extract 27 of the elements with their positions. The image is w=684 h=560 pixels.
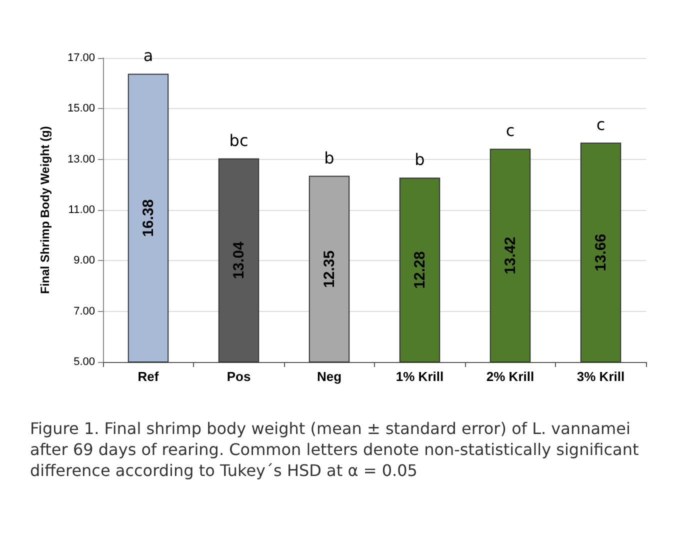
annotation: b	[324, 148, 334, 168]
data-label: 13.42	[502, 236, 519, 274]
annotation: c	[506, 121, 515, 140]
y-tick-label: 7.00	[74, 305, 95, 318]
annotation: bc	[229, 130, 248, 150]
data-label: 16.38	[140, 199, 157, 237]
data-label: 12.28	[411, 251, 428, 289]
y-tick-label: 9.00	[74, 254, 95, 267]
caption: Figure 1. Final shrimp body weight (mean ± standard error) of L. vannamei after 69 days of rearing. Common letters denote non-statistically significant difference according to Tukey´s HSD at α = 0.05	[30, 419, 644, 480]
y-tick-label: 13.00	[67, 153, 95, 166]
annotation: c	[596, 115, 606, 134]
y-tick-label: 17.00	[67, 52, 95, 64]
x-tick-label: Neg	[316, 369, 342, 384]
x-tick-label: 3% Krill	[576, 369, 625, 384]
data-label: 13.66	[592, 234, 610, 272]
x-tick-label: Pos	[226, 369, 251, 384]
y-tick-label: 5.00	[74, 356, 95, 368]
annotation: a	[143, 46, 154, 66]
x-tick-label: Ref	[138, 369, 160, 384]
y-tick-label: 15.00	[67, 102, 95, 115]
y-axis-title: Final Shrimp Body Weight (g)	[38, 126, 52, 294]
data-label: 13.04	[230, 240, 248, 280]
x-tick-label: 1% Krill	[396, 369, 444, 384]
annotation: b	[414, 150, 425, 170]
x-tick-label: 2% Krill	[486, 369, 534, 384]
data-label: 12.35	[320, 250, 338, 288]
y-tick-label: 11.00	[68, 204, 95, 216]
